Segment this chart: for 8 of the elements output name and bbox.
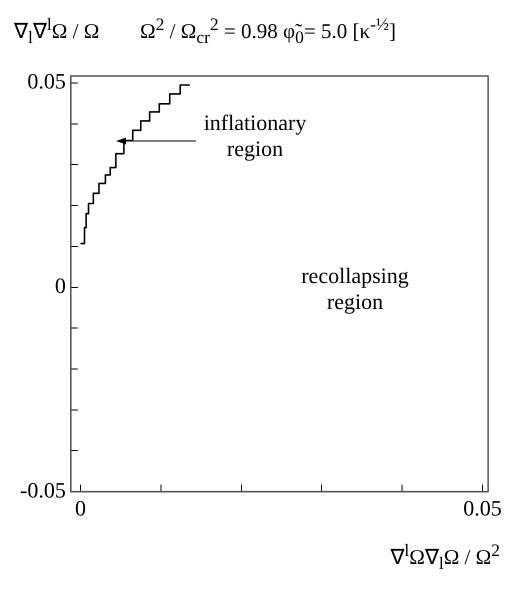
y-tick-label: 0 (54, 273, 66, 298)
y-tick-label: -0.05 (20, 477, 66, 502)
chart-title: Ω$^{2}$ / Ω$_{cr}$$^{2}$ = 0.98 φ̃$_{0}$= 5.0 [κ$^{-½}$] (140, 14, 396, 48)
y-axis-title: ∇$_{l}$∇$^{l}$Ω / Ω (14, 14, 100, 48)
x-axis-title: ∇$^{l}$Ω∇$_{l}$Ω / Ω$^{2}$ (390, 540, 500, 574)
y-tick-label: 0.05 (27, 68, 66, 94)
annotation: inflationary region (204, 110, 306, 161)
annotation: recollapsing region (301, 262, 409, 314)
